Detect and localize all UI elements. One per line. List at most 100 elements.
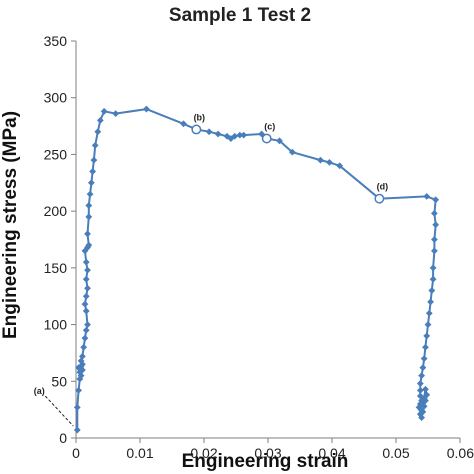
data-point: [82, 326, 90, 334]
data-point: [85, 202, 93, 209]
data-point: [100, 107, 108, 115]
data-point: [420, 355, 428, 362]
data-point: [431, 236, 438, 243]
data-point: [416, 410, 424, 418]
data-point: [429, 275, 437, 283]
data-point: [81, 300, 89, 308]
data-point: [79, 366, 86, 374]
data-point: [419, 364, 427, 372]
axes: [71, 40, 461, 443]
data-point: [416, 392, 424, 400]
annotation-marker: [374, 193, 385, 204]
data-point: [86, 190, 94, 198]
data-point: [419, 399, 427, 407]
data-point: [422, 343, 429, 351]
data-point: [85, 241, 93, 249]
data-point: [326, 158, 333, 166]
data-point: [276, 137, 283, 145]
data-point: [422, 385, 429, 393]
y-tick-label: 150: [44, 260, 68, 276]
data-point: [84, 244, 91, 251]
data-point: [80, 343, 88, 351]
y-tick-label: 350: [44, 33, 68, 49]
series-line: [76, 108, 437, 431]
annotation-label: (a): [34, 386, 45, 396]
x-axis-label: Engineering strain: [182, 451, 349, 472]
data-point: [96, 117, 104, 124]
data-point: [76, 368, 84, 376]
annotation-leader-line: [44, 395, 74, 427]
data-point: [85, 213, 93, 221]
data-point: [81, 334, 89, 342]
annotation-marker: [261, 133, 272, 144]
y-tick-label: 200: [44, 203, 68, 219]
data-point: [82, 275, 90, 283]
data-point: [429, 264, 437, 272]
data-point: [428, 287, 436, 294]
data-point: [143, 105, 150, 113]
data-point: [431, 210, 438, 217]
x-tick-label: 0.06: [447, 445, 474, 461]
data-point: [84, 284, 91, 292]
data-point: [223, 132, 231, 140]
data-point: [82, 292, 90, 300]
x-tick-label: 0.04: [318, 445, 345, 461]
data-point: [75, 386, 82, 394]
y-tick-label: 100: [44, 317, 68, 333]
x-tick-label: 0.05: [382, 445, 409, 461]
data-point: [180, 120, 187, 128]
data-point: [87, 179, 95, 187]
data-point: [214, 130, 222, 138]
data-point: [91, 141, 99, 149]
data-point: [431, 247, 438, 255]
annotation-label: (c): [264, 122, 275, 132]
data-point: [77, 372, 85, 380]
y-tick-label: 50: [51, 373, 67, 389]
data-point: [112, 110, 120, 117]
data-point: [418, 372, 425, 380]
annotation-label: (b): [194, 112, 206, 122]
data-point: [231, 132, 239, 140]
y-tick-label: 300: [44, 90, 68, 106]
y-axis-label: Engineering stress (MPa): [0, 111, 21, 339]
data-point: [336, 162, 344, 170]
data-point: [90, 156, 98, 164]
data-point: [425, 309, 433, 317]
data-point: [288, 148, 296, 156]
data-point: [427, 298, 434, 306]
data-point: [416, 380, 424, 387]
data-point: [82, 307, 90, 315]
x-tick-label: 0.03: [254, 445, 281, 461]
x-tick-label: 0: [72, 445, 80, 461]
data-point: [89, 168, 97, 175]
data-point: [81, 247, 89, 255]
data-point: [236, 131, 244, 139]
data-point: [424, 321, 432, 328]
data-point: [423, 332, 431, 340]
x-tick-label: 0.01: [126, 445, 153, 461]
data-point: [416, 386, 424, 394]
data-point: [317, 156, 324, 164]
data-point: [84, 266, 91, 274]
data-point: [84, 321, 91, 328]
x-tick-label: 0.02: [190, 445, 217, 461]
data-point: [79, 360, 86, 368]
data-point: [418, 414, 425, 421]
tick-labels: 0 50 100 150 200 250 300 350 0 0.01 0.02 0.03 0.04 0.…: [44, 33, 474, 461]
data-point: [82, 258, 90, 266]
data-point: [240, 131, 248, 139]
data-point: [419, 408, 427, 416]
annotations: (a) (b) (c) (d): [34, 112, 389, 427]
annotation-marker: [191, 124, 202, 135]
data-point: [73, 403, 81, 411]
series-curve: [73, 105, 440, 434]
y-tick-label: 250: [44, 146, 68, 162]
chart-title: Sample 1 Test 2: [169, 5, 311, 26]
data-point: [79, 352, 86, 360]
annotation-label: (d): [377, 182, 389, 192]
y-tick-label: 0: [59, 430, 67, 446]
data-point: [205, 128, 213, 136]
data-point: [94, 128, 102, 136]
data-point: [416, 400, 424, 408]
